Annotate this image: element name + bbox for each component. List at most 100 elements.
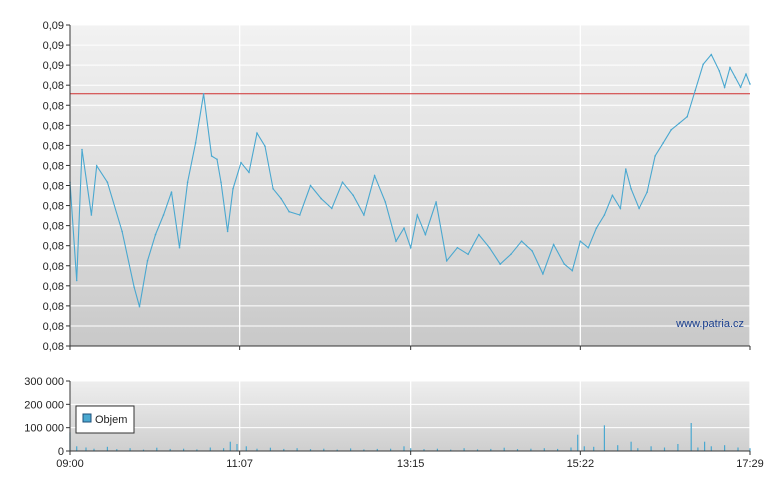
price-point (638, 207, 640, 210)
price-point (121, 230, 123, 233)
price-point (739, 86, 742, 88)
volume-bar (530, 448, 532, 451)
price-point (563, 263, 566, 265)
price-point (531, 250, 533, 252)
volume-bar (142, 449, 145, 451)
price-point (467, 253, 469, 256)
volume-bar (630, 441, 632, 451)
price-point (256, 132, 258, 134)
price-point (646, 191, 648, 193)
volume-bar (209, 447, 211, 451)
volume-bar (129, 448, 131, 451)
volume-bar (116, 449, 118, 451)
volume-bar (436, 448, 438, 451)
price-point (723, 86, 726, 88)
volume-bar (749, 448, 751, 451)
price-y-tick-label: 0,08 (43, 120, 64, 132)
x-tick-label: 15:22 (567, 458, 595, 470)
legend-label-objem: Objem (95, 414, 127, 426)
price-point (745, 73, 747, 75)
price-point (288, 210, 290, 213)
volume-y-tick-label: 200 000 (24, 399, 64, 411)
price-point (686, 115, 688, 118)
volume-bar (183, 448, 185, 451)
price-point (178, 246, 181, 249)
price-point (395, 240, 397, 242)
volume-bar (690, 423, 692, 451)
price-point (341, 181, 344, 183)
volume-bar (245, 446, 247, 451)
price-point (571, 269, 574, 272)
volume-bar (503, 447, 505, 451)
volume-plot-area (70, 381, 750, 451)
volume-bar (256, 448, 258, 451)
price-point (194, 142, 197, 144)
volume-y-axis: 300 000 200 000 100 000 0 (24, 376, 70, 458)
volume-bar (196, 449, 198, 451)
volume-bar (283, 448, 285, 451)
volume-bar (577, 434, 579, 451)
price-point (445, 260, 448, 262)
price-point (186, 181, 189, 183)
price-point (154, 233, 157, 236)
volume-bar (697, 447, 699, 451)
price-point (488, 246, 491, 249)
price-point (331, 207, 333, 210)
price-point (587, 246, 590, 249)
price-point (478, 233, 480, 236)
price-point (678, 122, 680, 125)
price-y-tick-label: 0,09 (43, 40, 64, 52)
price-point (409, 246, 412, 249)
volume-bar (543, 448, 545, 451)
price-point (133, 286, 135, 288)
price-point (352, 194, 355, 197)
volume-bar (236, 444, 238, 451)
price-point (603, 214, 606, 216)
price-point (729, 66, 731, 69)
price-y-tick-label: 0,08 (43, 160, 64, 172)
price-y-axis: 0,09 0,09 0,09 0,08 0,08 0,08 0,08 0,08 0,08 0,08… (43, 20, 70, 353)
volume-bar (603, 425, 605, 451)
x-tick-label: 17:29 (736, 458, 764, 470)
price-point (654, 155, 656, 157)
price-y-tick-label: 0,08 (43, 201, 64, 213)
price-gridlines (69, 24, 751, 347)
price-point (138, 305, 141, 308)
price-point (630, 188, 632, 190)
price-point (146, 260, 149, 262)
volume-bar (223, 448, 225, 451)
price-point (510, 253, 512, 256)
price-point (272, 188, 274, 190)
price-point (240, 161, 242, 164)
watermark: www.patria.cz (675, 318, 744, 330)
volume-bar (403, 446, 405, 451)
volume-bar (450, 449, 452, 451)
price-y-tick-label: 0,08 (43, 241, 64, 253)
price-point (595, 227, 598, 229)
volume-bar (390, 448, 392, 451)
volume-bar (490, 448, 492, 451)
price-point (416, 214, 419, 216)
price-point (202, 93, 205, 95)
volume-bar (85, 447, 87, 451)
x-tick-label: 11:07 (226, 458, 253, 470)
price-point (81, 148, 83, 151)
price-point (232, 188, 234, 190)
price-point (106, 181, 109, 183)
price-point (520, 240, 523, 242)
x-tick-label: 09:00 (56, 458, 84, 470)
price-point (611, 194, 614, 197)
price-y-tick-label: 0,08 (43, 80, 64, 92)
price-point (625, 168, 627, 170)
price-point (384, 201, 387, 203)
price-point (90, 214, 93, 216)
price-y-tick-label: 0,09 (43, 60, 64, 72)
price-point (248, 171, 250, 174)
volume-bar (516, 449, 519, 451)
volume-bar (76, 446, 78, 451)
volume-bar (737, 447, 739, 451)
volume-y-tick-label: 100 000 (24, 423, 64, 435)
price-point (456, 246, 459, 249)
price-y-tick-label: 0,08 (43, 100, 64, 112)
volume-bar (583, 446, 585, 451)
